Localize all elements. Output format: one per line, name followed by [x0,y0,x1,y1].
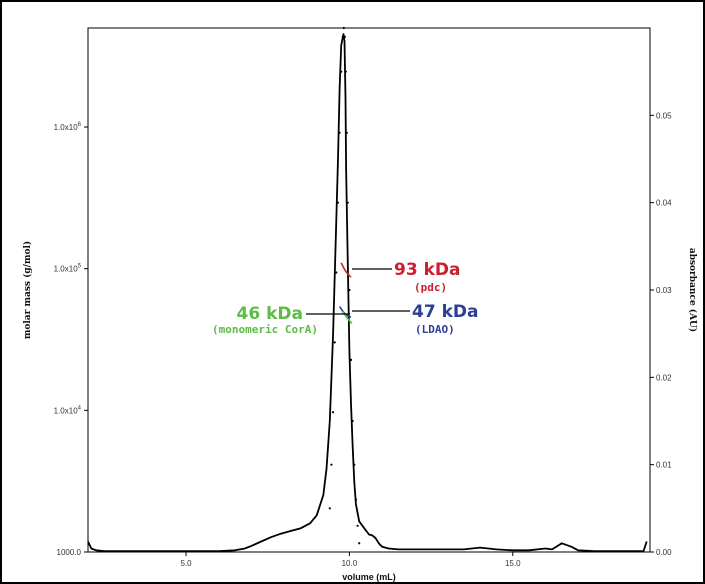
x-tick-label: 5.0 [180,559,192,568]
y-left-tick-label: 1.0x104 [54,405,82,415]
y-right-tick-label: 0.02 [656,373,672,382]
peak-dot [328,507,331,510]
tick-mantissa: 1.0x10 [54,123,79,132]
annotation-46-kda: 46 kDa [237,304,303,324]
peak-dot [356,524,359,527]
peak-dot [335,271,338,274]
x-axis-title: volume (mL) [342,572,396,582]
annotation-47-kda: 47 kDa [412,302,478,322]
molar-mass-fit-2 [340,262,352,278]
peak-dot [330,463,333,466]
absorbance-trace [87,33,648,552]
peak-dot [358,542,361,545]
y-left-axis-title: molar mass (g/mol) [22,241,33,339]
tick-mantissa: 1.0x10 [54,265,79,274]
peak-dot [341,35,344,38]
peak-dot [354,498,358,501]
plot-area [87,26,648,552]
x-tick-label: 15.0 [505,559,521,568]
peak-dot [345,131,348,134]
peak-dot [333,341,336,344]
y-right-tick-label: 0.00 [656,548,672,557]
y-right-axis-title: absorbance (AU) [687,248,698,332]
peak-dot [353,463,356,466]
y-right-tick-label: 0.05 [656,111,672,120]
annotation-ldao: (LDAO) [415,323,455,336]
y-left-tick-label: 1.0x106 [54,122,82,132]
peak-dot [349,358,353,361]
x-tick-label: 10.0 [342,559,358,568]
y-right-tick-label: 0.03 [656,286,672,295]
y-left-tick-label: 1.0x105 [54,264,82,274]
peak-dot [344,70,347,73]
annotation-93-kda: 93 kDa [394,260,460,280]
y-right-tick-label: 0.01 [656,461,672,470]
peak-dot [336,201,340,204]
peak-dot [348,288,351,292]
tick-exponent: 4 [78,405,82,411]
tick-mantissa: 1000.0 [57,548,82,557]
peak-dot [340,70,343,73]
tick-exponent: 6 [78,122,82,128]
peak-dot [343,35,346,38]
tick-mantissa: 1.0x10 [54,406,79,415]
tick-exponent: 5 [78,264,82,270]
y-right-tick-label: 0.04 [656,199,672,208]
peak-dot [346,201,349,204]
peak-dot [331,411,335,414]
peak-dot [351,419,354,423]
y-left-tick-label: 1000.0 [57,548,82,557]
annotation-pdc: (pdc) [414,281,447,294]
peak-dot [338,131,341,134]
annotations: 93 kDa (pdc) 47 kDa (LDAO) 46 kDa (monom… [212,260,478,336]
annotation-monomeric-cora: (monomeric CorA) [212,323,318,336]
